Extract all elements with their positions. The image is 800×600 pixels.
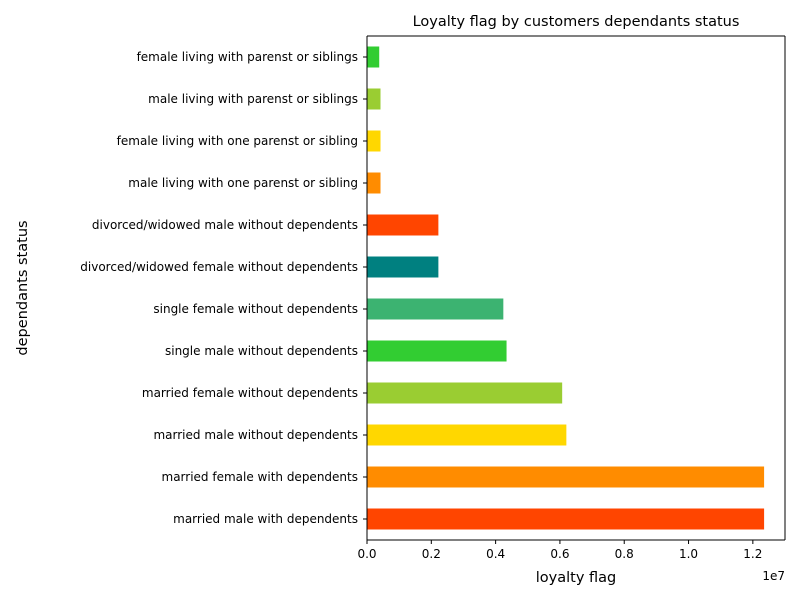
- x-axis-ticks: 0.0 0.2 0.4 0.6 0.8 1.0 1.2: [357, 540, 762, 561]
- bar-2: [367, 424, 567, 446]
- y-axis-ticks: married male with dependents married fema…: [80, 50, 367, 526]
- y-tick-label: married male without dependents: [153, 428, 358, 442]
- bar-1: [367, 466, 765, 488]
- x-tick-label: 1.2: [743, 547, 762, 561]
- y-axis-label: dependants status: [15, 220, 31, 355]
- x-tick-label: 1.0: [679, 547, 698, 561]
- bar-5: [367, 298, 504, 320]
- y-tick-label: married male with dependents: [173, 512, 358, 526]
- y-tick-label: married female with dependents: [162, 470, 358, 484]
- bars-group: [367, 46, 765, 530]
- bar-3: [367, 382, 563, 404]
- bar-0: [367, 508, 765, 530]
- x-axis-label: loyalty flag: [536, 570, 617, 586]
- bar-8: [367, 172, 381, 194]
- bar-9: [367, 130, 381, 152]
- y-tick-label: single male without dependents: [165, 344, 358, 358]
- x-tick-label: 0.8: [615, 547, 634, 561]
- bar-10: [367, 88, 381, 110]
- y-tick-label: male living with parenst or siblings: [148, 92, 358, 106]
- chart-title: Loyalty flag by customers dependants sta…: [413, 14, 740, 30]
- x-tick-label: 0.4: [486, 547, 505, 561]
- x-axis-offset-label: 1e7: [762, 569, 785, 583]
- x-tick-label: 0.2: [422, 547, 441, 561]
- y-tick-label: female living with parenst or siblings: [137, 50, 358, 64]
- bar-11: [367, 46, 380, 68]
- y-tick-label: divorced/widowed male without dependents: [92, 218, 358, 232]
- bar-4: [367, 340, 507, 362]
- bar-6: [367, 256, 439, 278]
- x-tick-label: 0.0: [357, 547, 376, 561]
- y-tick-label: female living with one parenst or siblin…: [117, 134, 358, 148]
- x-tick-label: 0.6: [550, 547, 569, 561]
- y-tick-label: married female without dependents: [142, 386, 358, 400]
- bar-7: [367, 214, 439, 236]
- y-tick-label: single female without dependents: [153, 302, 358, 316]
- y-tick-label: divorced/widowed female without dependen…: [80, 260, 358, 274]
- y-tick-label: male living with one parenst or sibling: [128, 176, 358, 190]
